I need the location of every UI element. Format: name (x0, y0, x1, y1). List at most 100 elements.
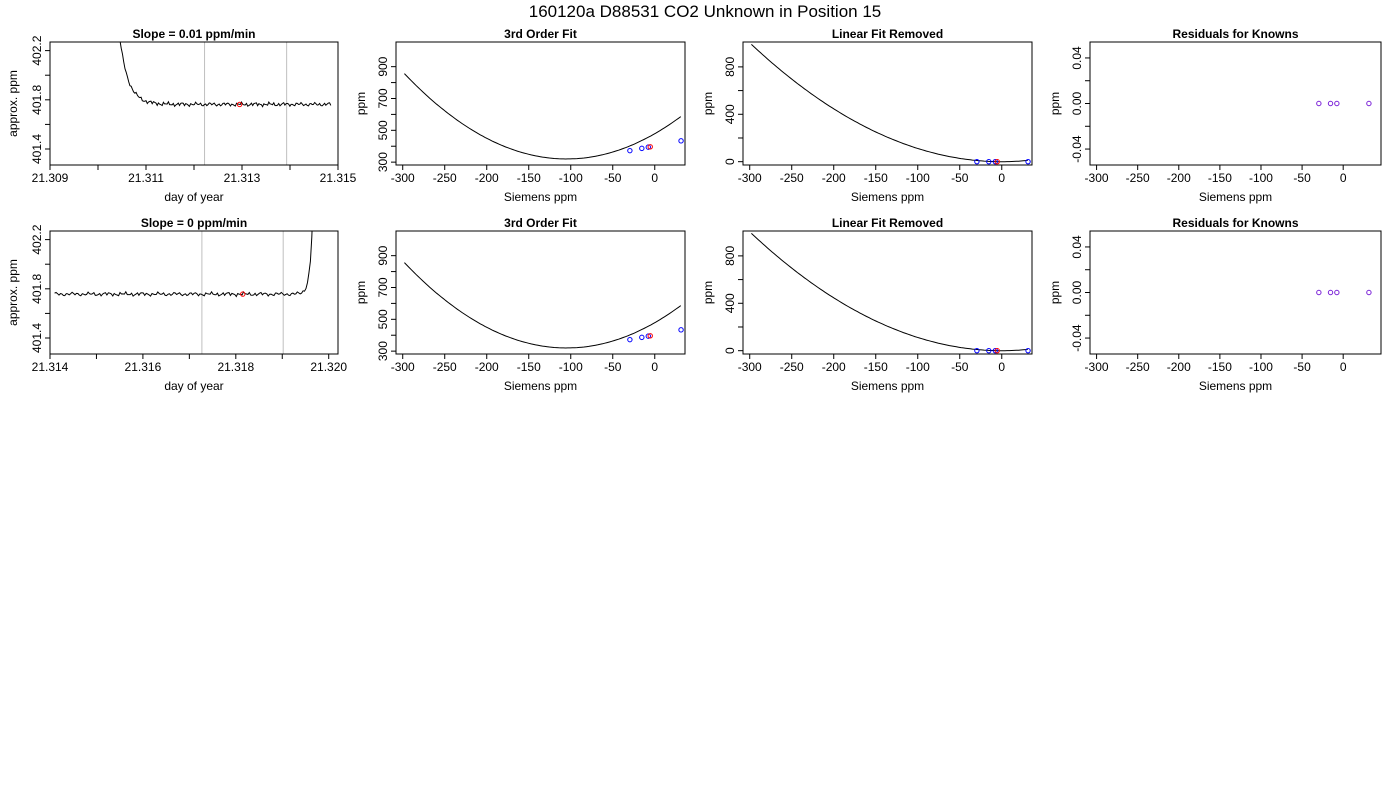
data-point (639, 145, 645, 152)
x-tick-label: -300 (1085, 360, 1109, 374)
y-tick-label: 900 (376, 245, 390, 265)
x-tick-label: -250 (433, 171, 457, 185)
data-point (678, 327, 684, 333)
x-tick-label: -150 (517, 171, 541, 185)
data-point (986, 158, 992, 165)
plot-frame (395, 41, 686, 166)
x-tick-label: -100 (1249, 171, 1273, 185)
x-tick-label: 0 (651, 171, 658, 185)
series-line (119, 42, 332, 108)
data-point (1334, 100, 1340, 107)
x-tick-label: -50 (1293, 171, 1311, 185)
x-tick-label: -250 (1126, 360, 1150, 374)
data-point (1327, 100, 1334, 107)
x-tick-label: -300 (1085, 171, 1109, 185)
x-tick-label: 0 (998, 360, 1005, 374)
x-axis-label: day of year (164, 379, 223, 393)
x-tick-label: -150 (864, 171, 888, 185)
x-tick-label: -100 (906, 360, 930, 374)
x-tick-label: -100 (1249, 360, 1273, 374)
y-tick-label: 400 (723, 104, 737, 124)
x-tick-label: -50 (1293, 360, 1311, 374)
data-layer (54, 231, 313, 298)
plot-frame (742, 41, 1033, 166)
x-tick-label: 21.315 (320, 171, 357, 185)
data-layer (1316, 100, 1372, 107)
y-tick-label: 300 (376, 341, 390, 361)
y-tick-label: -0.04 (1070, 324, 1084, 352)
y-axis-label: ppm (701, 92, 715, 115)
y-tick-label: 0.00 (1070, 91, 1084, 115)
x-tick-label: -300 (738, 360, 762, 374)
data-layer (751, 44, 1031, 165)
x-tick-label: -100 (559, 360, 583, 374)
data-point (992, 347, 998, 354)
data-point (986, 347, 992, 354)
data-layer (119, 42, 332, 108)
x-tick-label: 0 (1340, 360, 1347, 374)
data-point (974, 347, 980, 354)
data-point (627, 147, 633, 154)
y-axis-label: ppm (354, 92, 368, 115)
x-tick-label: 0 (1340, 171, 1347, 185)
y-tick-label: 500 (376, 309, 390, 329)
x-tick-label: -150 (1208, 360, 1232, 374)
y-tick-label: 0 (723, 347, 737, 354)
x-tick-label: -250 (780, 171, 804, 185)
x-tick-label: -150 (517, 360, 541, 374)
plot-frame (742, 230, 1033, 355)
x-tick-label: -150 (1208, 171, 1232, 185)
panel-title: Slope = 0.01 ppm/min (132, 27, 255, 41)
y-tick-label: 300 (376, 152, 390, 172)
x-tick-label: -150 (864, 360, 888, 374)
fit-curve (404, 262, 682, 349)
panel-6: 3rd Order Fit -300 -250 -200 -150 -100 -50 0 300… (354, 216, 686, 393)
y-tick-label: -0.04 (1070, 135, 1084, 163)
y-tick-label: 800 (723, 246, 737, 266)
plot-frame (49, 41, 339, 166)
data-point (627, 336, 633, 343)
data-point (1316, 289, 1322, 296)
plot-frame (1089, 230, 1382, 355)
y-axis-label: approx. ppm (6, 259, 20, 326)
x-tick-label: -50 (951, 360, 969, 374)
y-tick-label: 401.4 (30, 134, 44, 164)
x-tick-label: -250 (433, 360, 457, 374)
data-layer (1316, 289, 1372, 296)
y-axis-label: ppm (701, 281, 715, 304)
y-axis-label: approx. ppm (6, 70, 20, 137)
x-tick-label: 21.316 (125, 360, 162, 374)
x-tick-label: 21.318 (217, 360, 254, 374)
x-axis-label: Siemens ppm (504, 190, 577, 204)
y-tick-label: 700 (376, 277, 390, 297)
x-tick-label: -300 (391, 360, 415, 374)
data-point (1327, 289, 1334, 296)
data-point (678, 138, 684, 144)
panel-1: Slope = 0.01 ppm/min 21.309 21.311 21.313 21… (6, 27, 357, 204)
unknown-marker (994, 347, 1000, 354)
y-tick-label: 500 (376, 120, 390, 140)
x-tick-label: 21.309 (32, 171, 69, 185)
x-axis-label: Siemens ppm (851, 379, 924, 393)
panel-5: Slope = 0 ppm/min 21.314 21.316 21.318 21.32… (6, 216, 347, 393)
y-tick-label: 0.00 (1070, 280, 1084, 304)
x-tick-label: 21.314 (32, 360, 69, 374)
x-tick-label: -50 (604, 171, 622, 185)
y-tick-label: 402.2 (30, 35, 44, 65)
panel-8: Residuals for Knowns -300 -250 -200 -150 -100… (1048, 216, 1382, 393)
y-axis-label: ppm (1048, 281, 1062, 304)
panel-3: Linear Fit Removed -300 -250 -200 -150 -100 -5… (701, 27, 1033, 204)
panel-4: Residuals for Knowns -300 -250 -200 -150 -100… (1048, 27, 1382, 204)
unknown-marker (994, 158, 1000, 165)
plot-frame (49, 230, 339, 355)
x-tick-label: -250 (1126, 171, 1150, 185)
x-tick-label: -50 (604, 360, 622, 374)
unknown-marker (240, 291, 246, 297)
data-layer (751, 233, 1031, 354)
panel-title: 3rd Order Fit (504, 216, 577, 230)
panel-title: Slope = 0 ppm/min (141, 216, 247, 230)
y-tick-label: 900 (376, 56, 390, 76)
unknown-marker (647, 333, 653, 339)
data-layer (404, 73, 684, 160)
